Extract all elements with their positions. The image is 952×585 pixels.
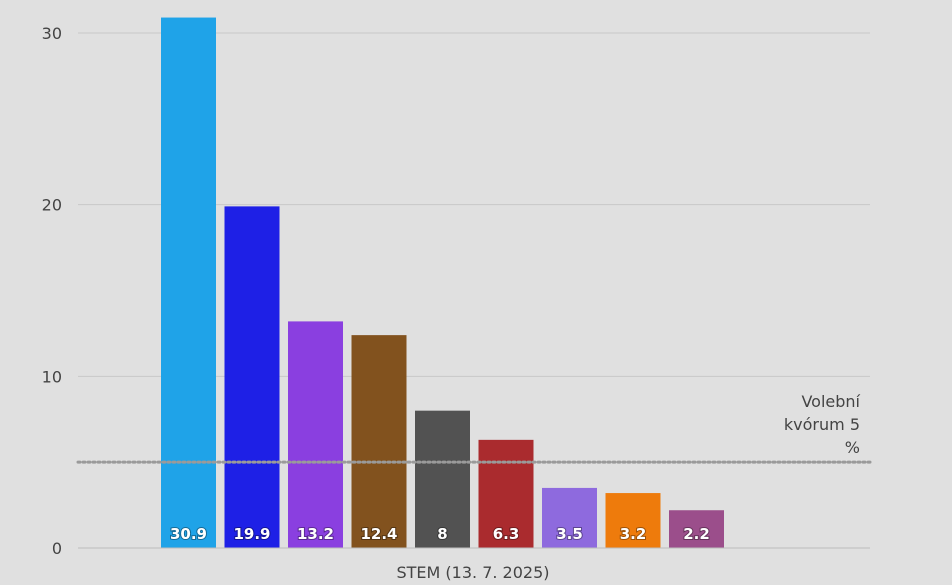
bar — [669, 510, 724, 548]
bar-value-labels: 30.9 19.9 13.2 12.4 8 6.3 3.5 3.2 2.2 — [169, 524, 711, 544]
y-axis: 0 10 20 30 — [42, 24, 62, 558]
y-tick-label: 30 — [42, 24, 62, 43]
bar-value-label: 19.9 — [233, 525, 270, 543]
threshold-label-line-3: % — [845, 438, 860, 457]
bar — [351, 335, 407, 548]
bar-value-label: 8 — [437, 525, 447, 543]
bar — [415, 410, 470, 548]
bar-value-label: 3.2 — [620, 525, 647, 543]
bar-value-label: 3.5 — [556, 525, 583, 543]
bar-value-label: 30.9 — [170, 525, 207, 543]
bar-value-label: 2.2 — [683, 525, 710, 543]
bar — [288, 321, 343, 548]
threshold-label-line-1: Volební — [801, 392, 860, 411]
bar — [605, 493, 661, 548]
y-tick-label: 10 — [42, 367, 62, 386]
bar — [542, 487, 597, 548]
bar — [224, 206, 280, 548]
y-tick-label: 0 — [52, 539, 62, 558]
bars — [161, 17, 724, 549]
bar-value-label: 12.4 — [360, 525, 397, 543]
threshold-annotation: Volební kvórum 5 % — [784, 392, 861, 457]
bar — [161, 17, 216, 549]
x-category-label: STEM (13. 7. 2025) — [396, 563, 549, 582]
threshold-label-line-2: kvórum 5 — [784, 415, 860, 434]
y-tick-label: 20 — [42, 196, 62, 215]
bar-value-label: 6.3 — [493, 525, 520, 543]
bar — [478, 439, 534, 548]
bar-value-label: 13.2 — [297, 525, 334, 543]
